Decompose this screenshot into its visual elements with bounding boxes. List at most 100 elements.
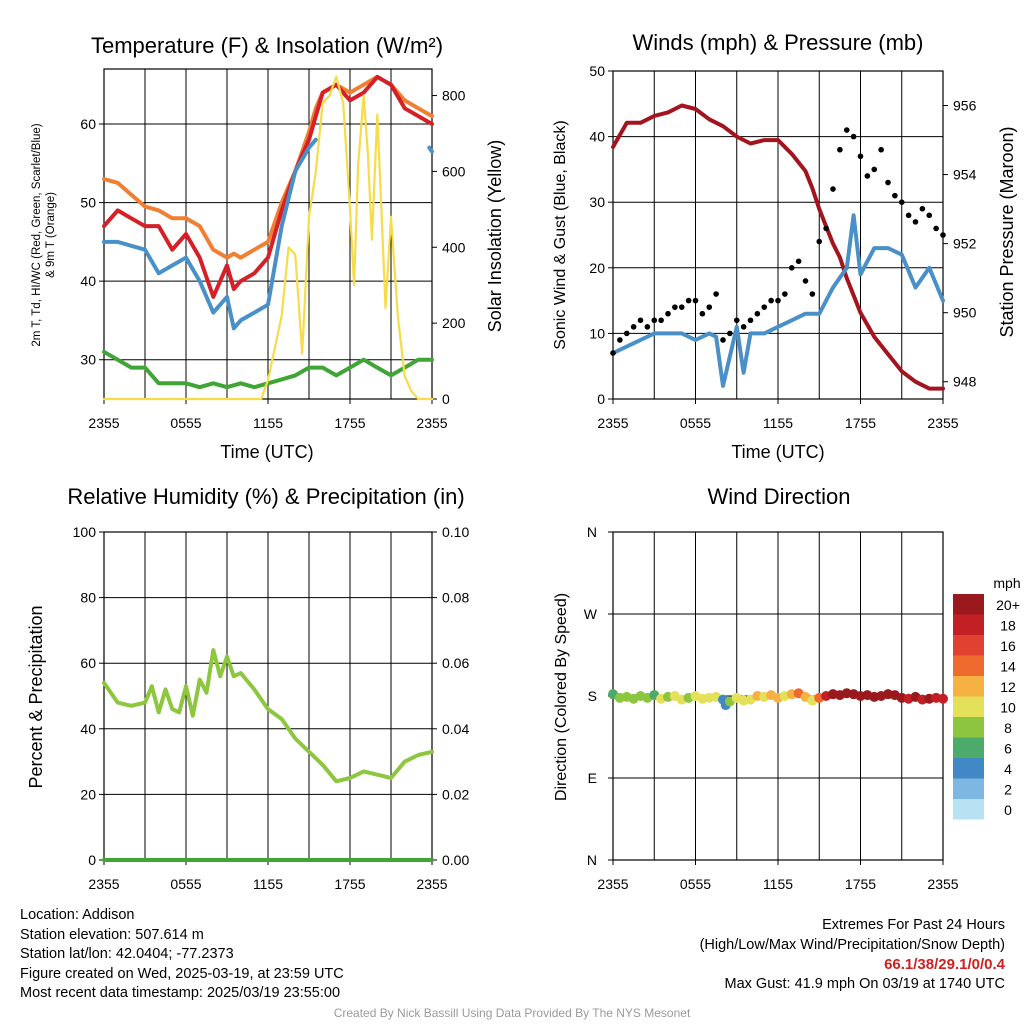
legend-label: 16 bbox=[1000, 638, 1016, 654]
gust-point bbox=[623, 330, 630, 337]
station-location: Location: Addison bbox=[20, 907, 135, 923]
td-line bbox=[102, 349, 434, 390]
y2-tick-label-1: 954 bbox=[953, 167, 977, 183]
gust-point bbox=[685, 297, 692, 304]
relative-humidity-line bbox=[102, 648, 434, 784]
y-tick-label-1: 10 bbox=[589, 325, 605, 341]
y-tick-label-1: 50 bbox=[589, 63, 605, 79]
legend-swatch bbox=[953, 778, 984, 799]
x-tick-label-2: 0555 bbox=[170, 876, 201, 892]
temperature-panel: Temperature (F) & Insolation (W/m²) 2355… bbox=[31, 33, 505, 462]
legend-unit: mph bbox=[993, 575, 1020, 591]
y2-tick-label-2: 0.08 bbox=[442, 590, 469, 606]
gust-point bbox=[630, 324, 637, 330]
gust-point bbox=[830, 186, 836, 192]
x-tick-label-0: 2355 bbox=[416, 415, 447, 431]
legend-label: 2 bbox=[1004, 782, 1012, 798]
x-tick-label-1: 2355 bbox=[597, 415, 628, 431]
temp-y2-label: Solar Insolation (Yellow) bbox=[485, 140, 505, 332]
gust-point bbox=[802, 278, 809, 284]
y2-tick-label-2: 0.04 bbox=[442, 721, 469, 737]
legend-label: 12 bbox=[1000, 679, 1016, 695]
temp-x-label: Time (UTC) bbox=[220, 442, 313, 462]
x-tick-label-1: 1155 bbox=[763, 415, 793, 431]
legend-label: 4 bbox=[1004, 761, 1012, 777]
x-tick-label-1: 0555 bbox=[680, 415, 711, 431]
gust-point bbox=[809, 291, 816, 297]
wind-plot-area: 2355 0555 1155 1755 2355 0 10 20 30 40 50 948 950 952… bbox=[589, 63, 976, 431]
recent-timestamp: Most recent data timestamp: 2025/03/19 2… bbox=[20, 985, 341, 1001]
wind-y2-label: Station Pressure (Maroon) bbox=[997, 126, 1017, 337]
y2-tick-label-0: 200 bbox=[442, 315, 466, 331]
credit-line: Created By Nick Bassill Using Data Provi… bbox=[333, 1006, 691, 1020]
gust-point bbox=[912, 219, 919, 225]
direction-point bbox=[938, 693, 948, 704]
extremes-box: Extremes For Past 24 Hours (High/Low/Max… bbox=[700, 916, 1005, 994]
x-tick-label-1: 2355 bbox=[927, 415, 958, 431]
gust-point bbox=[768, 297, 774, 304]
gust-point bbox=[733, 317, 740, 324]
gust-point bbox=[617, 337, 623, 343]
gust-point bbox=[919, 205, 926, 212]
x-tick-label-2: 1155 bbox=[253, 876, 283, 892]
direction-tick-label: N bbox=[587, 852, 597, 868]
y-tick-label-1: 0 bbox=[597, 391, 605, 407]
gust-point bbox=[727, 330, 733, 337]
x-tick-label-2: 2355 bbox=[416, 876, 447, 892]
gust-point bbox=[775, 297, 781, 304]
direction-tick-label: W bbox=[584, 606, 598, 622]
y-tick-label-2: 60 bbox=[80, 655, 96, 671]
wind-direction-panel: Wind Direction 2355 0555 1155 1755 2355NESWN… bbox=[553, 484, 1021, 892]
temp-y-label-line2: & 9m T (Orange) bbox=[45, 192, 57, 278]
y-tick-label-0: 40 bbox=[80, 273, 96, 289]
x-tick-label-0: 1155 bbox=[253, 415, 283, 431]
x-tick-label-0: 2355 bbox=[88, 415, 119, 431]
extremes-title: Extremes For Past 24 Hours bbox=[822, 917, 1005, 933]
direction-tick-label: E bbox=[588, 770, 597, 786]
gust-point bbox=[885, 179, 891, 186]
y-tick-label-2: 40 bbox=[80, 721, 96, 737]
x-tick-label-3: 0555 bbox=[680, 876, 711, 892]
y-tick-label-0: 50 bbox=[80, 195, 96, 211]
station-pressure-line bbox=[611, 103, 945, 391]
wind-y-label: Sonic Wind & Gust (Blue, Black) bbox=[552, 120, 569, 349]
temp-y-label-line1: 2m T, Td, HI/WC (Red, Green, Scarlet/Blu… bbox=[31, 123, 43, 346]
max-gust: Max Gust: 41.9 mph On 03/19 at 1740 UTC bbox=[724, 975, 1005, 992]
figure-created: Figure created on Wed, 2025-03-19, at 23… bbox=[20, 965, 344, 982]
y2-tick-label-1: 950 bbox=[953, 305, 977, 321]
legend-swatch bbox=[953, 799, 984, 820]
humidity-panel: Relative Humidity (%) & Precipitation (i… bbox=[26, 484, 469, 892]
y2-tick-label-1: 956 bbox=[953, 98, 977, 114]
gust-point bbox=[740, 324, 747, 330]
direction-tick-label: N bbox=[587, 524, 597, 540]
x-tick-label-2: 1755 bbox=[334, 876, 365, 892]
gust-point bbox=[658, 317, 664, 324]
y2-tick-label-2: 0.10 bbox=[442, 524, 469, 540]
2m-t-line bbox=[102, 74, 434, 299]
y-tick-label-1: 20 bbox=[589, 260, 605, 276]
y-tick-label-2: 0 bbox=[88, 852, 96, 868]
gust-point bbox=[816, 238, 823, 245]
legend-swatch bbox=[953, 758, 984, 779]
y2-tick-label-2: 0.00 bbox=[442, 852, 469, 868]
y2-tick-label-0: 600 bbox=[442, 163, 466, 179]
gust-point bbox=[713, 291, 719, 297]
legend-swatch bbox=[953, 614, 984, 635]
gust-point bbox=[850, 133, 857, 140]
y2-tick-label-0: 800 bbox=[442, 88, 466, 104]
gust-point bbox=[871, 166, 878, 173]
x-tick-label-3: 2355 bbox=[927, 876, 958, 892]
y2-tick-label-2: 0.02 bbox=[442, 786, 469, 802]
station-info: Location: Addison Station elevation: 507… bbox=[20, 906, 344, 1004]
legend-label: 14 bbox=[1000, 659, 1016, 675]
gust-point bbox=[795, 258, 802, 265]
gust-point bbox=[610, 350, 616, 356]
legend-label: 0 bbox=[1004, 802, 1012, 818]
gust-point bbox=[644, 324, 651, 330]
gust-point bbox=[699, 310, 706, 317]
gust-point bbox=[754, 310, 761, 317]
y-tick-label-1: 40 bbox=[589, 129, 605, 145]
gust-point bbox=[837, 146, 843, 153]
temp-plot-area: 2355 0555 1155 1755 235530405060020040060080… bbox=[80, 68, 466, 431]
